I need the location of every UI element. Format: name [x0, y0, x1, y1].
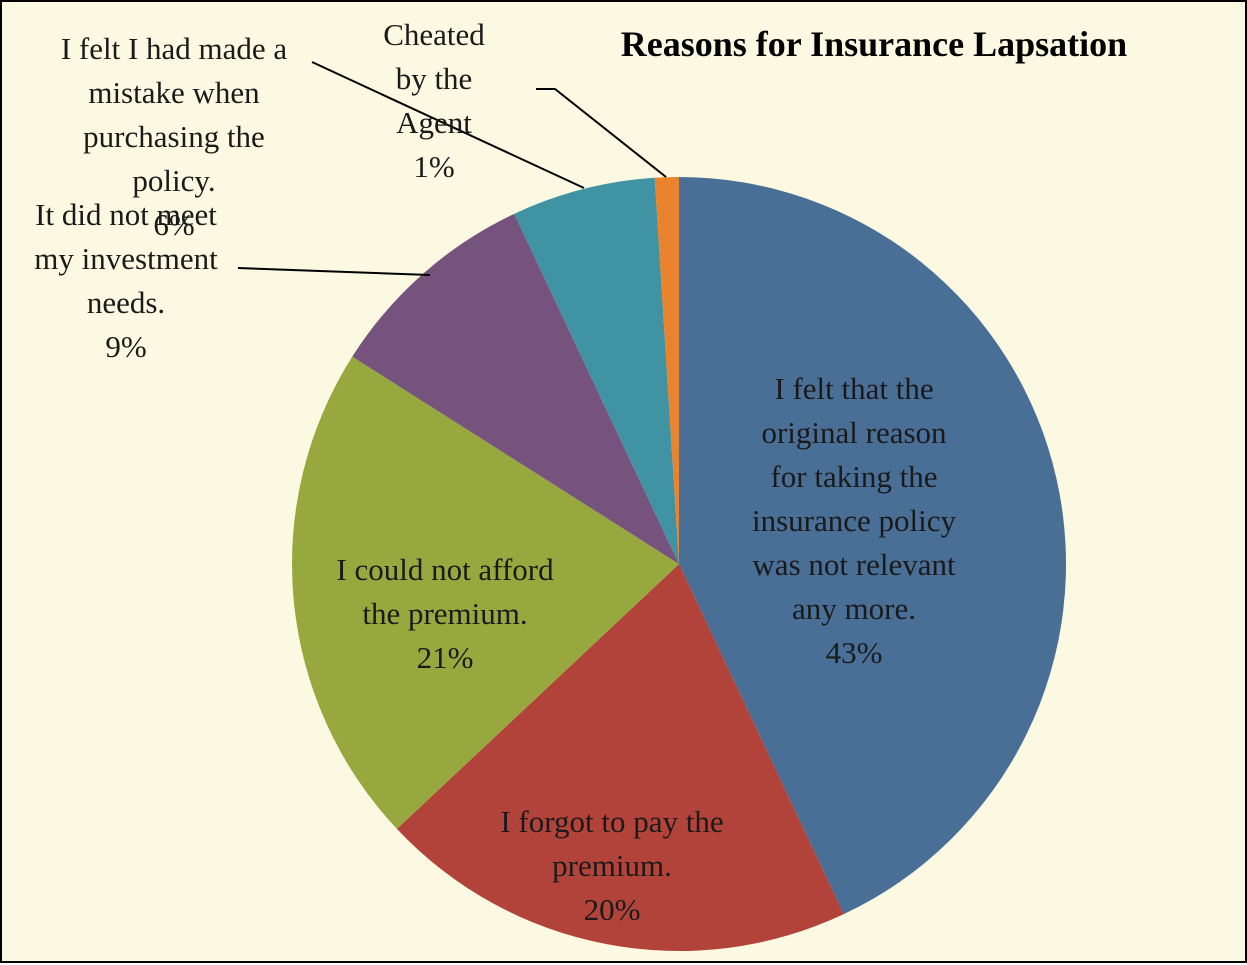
data-label-investment-needs: It did not meet my investment needs. 9% — [34, 197, 218, 364]
leader-line-investment-needs — [237, 267, 431, 276]
pie-slice-not-relevant — [679, 177, 1067, 915]
data-label-could-not-afford: I could not afford the premium. 21% — [336, 552, 554, 675]
pie-slice-investment-needs — [352, 213, 679, 564]
pie-slice-could-not-afford — [292, 356, 679, 829]
data-label-cheated-by-agent: Cheated by the Agent 1% — [383, 17, 485, 184]
pie-slice-cheated-by-agent — [654, 177, 679, 564]
pie-slice-forgot-to-pay — [396, 564, 844, 952]
data-label-purchase-mistake: I felt I had made a mistake when purchasin… — [61, 31, 288, 242]
chart-title: Reasons for Insurance Lapsation — [621, 24, 1127, 64]
leader-line-cheated-by-agent — [536, 88, 667, 178]
data-label-forgot-to-pay: I forgot to pay the premium. 20% — [500, 804, 723, 927]
leader-line-purchase-mistake — [311, 61, 585, 189]
data-label-not-relevant: I felt that the original reason for taking… — [752, 371, 957, 670]
pie-slice-purchase-mistake — [514, 177, 679, 564]
